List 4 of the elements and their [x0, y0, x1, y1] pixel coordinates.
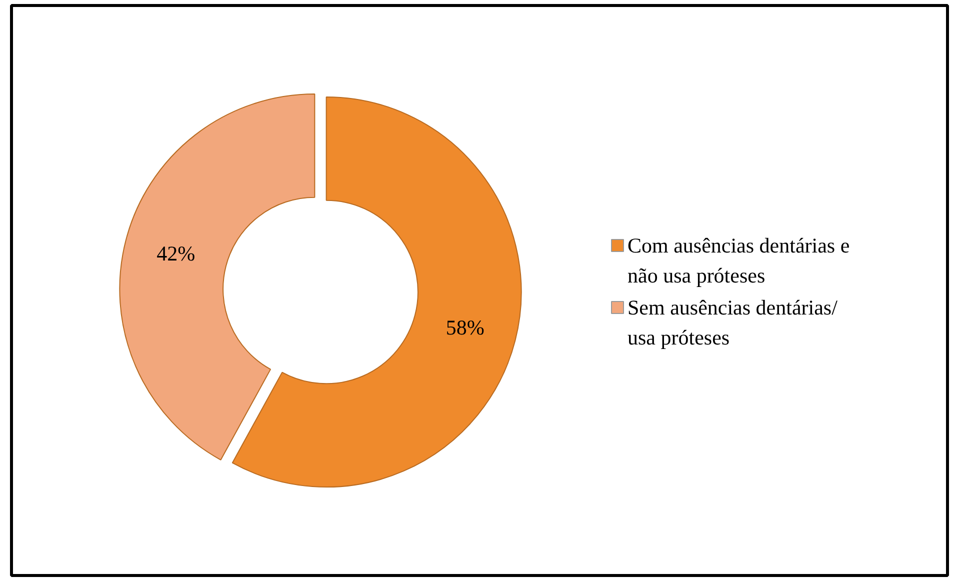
data-label: 42%	[156, 241, 196, 266]
data-label: 58%	[446, 316, 484, 340]
legend-label: Sem ausências dentárias/ usa próteses	[628, 296, 838, 350]
legend-label: Com ausências dentárias e não usa próteses	[628, 234, 850, 288]
